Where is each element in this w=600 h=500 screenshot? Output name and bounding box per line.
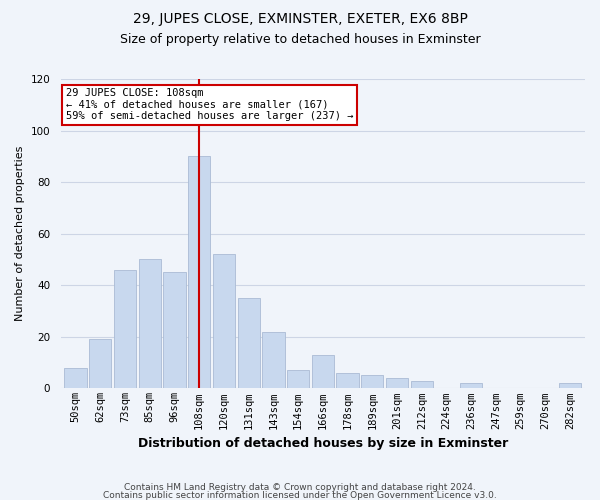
Bar — [139, 260, 161, 388]
Bar — [361, 376, 383, 388]
Text: 29 JUPES CLOSE: 108sqm
← 41% of detached houses are smaller (167)
59% of semi-de: 29 JUPES CLOSE: 108sqm ← 41% of detached… — [66, 88, 353, 122]
Bar — [188, 156, 211, 388]
Bar — [262, 332, 284, 388]
Text: Size of property relative to detached houses in Exminster: Size of property relative to detached ho… — [119, 32, 481, 46]
Bar — [410, 380, 433, 388]
Text: Contains public sector information licensed under the Open Government Licence v3: Contains public sector information licen… — [103, 491, 497, 500]
Bar — [238, 298, 260, 388]
Bar — [64, 368, 86, 388]
Bar — [460, 383, 482, 388]
Text: Contains HM Land Registry data © Crown copyright and database right 2024.: Contains HM Land Registry data © Crown c… — [124, 482, 476, 492]
Bar — [312, 355, 334, 388]
Bar — [287, 370, 309, 388]
Text: 29, JUPES CLOSE, EXMINSTER, EXETER, EX6 8BP: 29, JUPES CLOSE, EXMINSTER, EXETER, EX6 … — [133, 12, 467, 26]
X-axis label: Distribution of detached houses by size in Exminster: Distribution of detached houses by size … — [138, 437, 508, 450]
Bar — [213, 254, 235, 388]
Bar — [559, 383, 581, 388]
Bar — [386, 378, 408, 388]
Bar — [337, 373, 359, 388]
Bar — [89, 340, 112, 388]
Bar — [114, 270, 136, 388]
Y-axis label: Number of detached properties: Number of detached properties — [15, 146, 25, 322]
Bar — [163, 272, 185, 388]
